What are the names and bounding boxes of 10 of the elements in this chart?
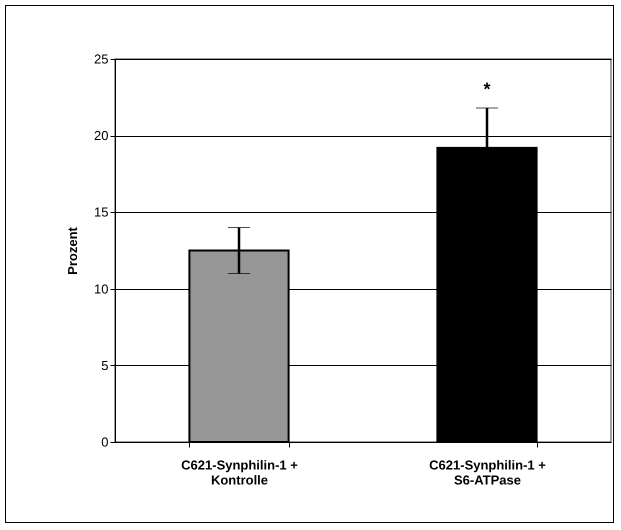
y-tick-label: 15 (94, 204, 108, 220)
y-tick-label: 5 (101, 358, 108, 373)
y-tick-label: 10 (94, 281, 108, 296)
y-tick-label: 25 (94, 52, 108, 66)
annotation: * (483, 79, 491, 100)
y-axis-title: Prozent (65, 226, 80, 275)
y-tick-label: 20 (94, 128, 108, 144)
y-tick-label: 0 (101, 434, 108, 450)
x-tick-label: C621-Synphilin-1 + S6-ATPase (429, 458, 546, 488)
x-tick-label: C621-Synphilin-1 + Kontrolle (181, 458, 298, 488)
